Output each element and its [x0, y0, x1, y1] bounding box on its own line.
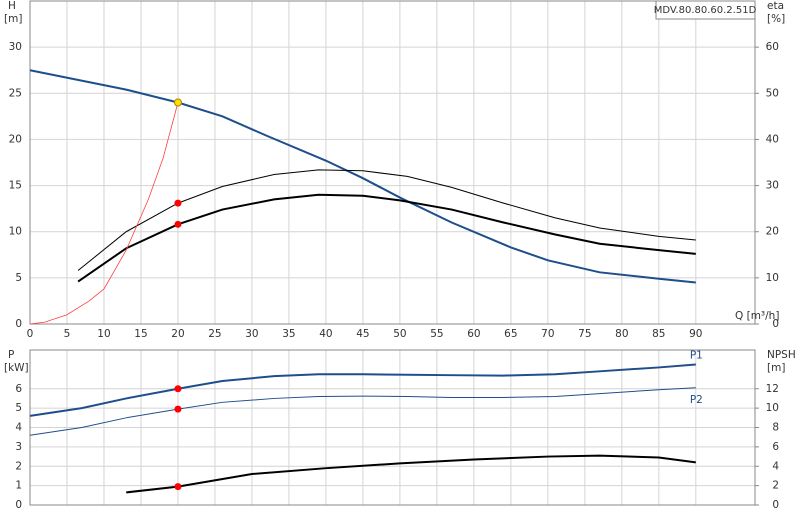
y2-tick-label: 2	[772, 480, 779, 492]
x-tick-label: 45	[356, 328, 369, 340]
y-tick-label: 1	[15, 480, 22, 492]
y-tick-label: 20	[9, 133, 22, 145]
x-tick-label: 30	[245, 328, 258, 340]
curve	[77, 169, 696, 271]
x-tick-label: 80	[615, 328, 628, 340]
y-tick-label: 25	[9, 87, 22, 99]
y-label: P	[8, 349, 14, 361]
x-tick-label: 50	[393, 328, 406, 340]
y2-tick-label: 0	[772, 318, 779, 330]
x-tick-label: 90	[689, 328, 702, 340]
x-tick-label: 40	[319, 328, 332, 340]
y2-tick-label: 6	[772, 441, 779, 453]
y-tick-label: 0	[15, 499, 22, 511]
x-tick-label: 70	[541, 328, 554, 340]
y2-label: NPSH	[767, 349, 796, 361]
y2-tick-label: 4	[772, 460, 779, 472]
curve	[29, 387, 696, 436]
plot-frame	[29, 0, 756, 325]
curve	[29, 69, 696, 284]
x-tick-label: 5	[64, 328, 71, 340]
y2-label: eta	[767, 0, 784, 12]
plot-frame	[29, 349, 756, 506]
series-label: P2	[690, 394, 703, 406]
y2-tick-label: 12	[766, 383, 779, 395]
x-tick-label: 25	[208, 328, 221, 340]
x-label: Q [m³/h]	[735, 310, 779, 322]
y2-tick-label: 10	[766, 402, 779, 414]
y2-tick-label: 30	[766, 180, 779, 192]
y-tick-label: 10	[9, 226, 22, 238]
x-tick-label: 75	[578, 328, 591, 340]
x-tick-label: 65	[504, 328, 517, 340]
y-tick-label: 30	[9, 41, 22, 53]
y2-tick-label: 20	[766, 226, 779, 238]
x-tick-label: 35	[282, 328, 295, 340]
y2-unit: [%]	[767, 13, 785, 25]
operating-point	[174, 483, 182, 491]
y2-tick-label: 8	[772, 422, 779, 434]
y2-tick-label: 0	[772, 499, 779, 511]
x-tick-label: 0	[27, 328, 34, 340]
x-tick-label: 60	[467, 328, 480, 340]
y-tick-label: 4	[15, 422, 22, 434]
operating-point	[173, 98, 182, 107]
chart-title: MDV.80.80.60.2.51D	[654, 5, 757, 16]
y-tick-label: 3	[15, 441, 22, 453]
curve	[126, 454, 696, 494]
operating-point	[174, 385, 182, 393]
y2-tick-label: 40	[766, 133, 779, 145]
operating-point	[174, 199, 182, 207]
y-label: H	[8, 0, 16, 12]
y-unit: [kW]	[4, 362, 29, 374]
y2-tick-label: 60	[766, 41, 779, 53]
y-tick-label: 5	[15, 402, 22, 414]
y2-unit: [m]	[767, 362, 785, 374]
x-tick-label: 15	[134, 328, 147, 340]
plot-frame	[29, 0, 756, 325]
curve	[29, 363, 696, 417]
operating-point	[174, 405, 182, 413]
y-tick-label: 0	[15, 318, 22, 330]
y-tick-label: 5	[15, 272, 22, 284]
y-unit: [m]	[4, 13, 22, 25]
x-tick-label: 85	[652, 328, 665, 340]
curve	[77, 193, 696, 283]
title-box	[655, 0, 756, 20]
x-tick-label: 55	[430, 328, 443, 340]
y-tick-label: 15	[9, 180, 22, 192]
y-tick-label: 6	[15, 383, 22, 395]
y2-tick-label: 50	[766, 87, 779, 99]
curve	[29, 102, 179, 325]
x-tick-label: 10	[97, 328, 110, 340]
x-tick-label: 20	[171, 328, 184, 340]
y2-tick-label: 10	[766, 272, 779, 284]
series-label: P1	[690, 350, 703, 362]
y-tick-label: 2	[15, 460, 22, 472]
operating-point	[174, 220, 182, 228]
